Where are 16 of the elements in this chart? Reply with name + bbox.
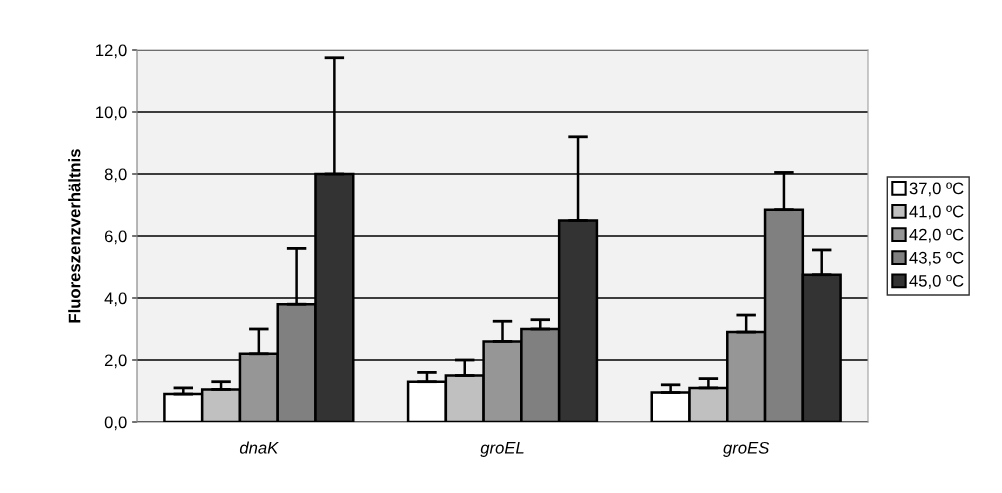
y-tick-label: 2,0	[104, 354, 127, 369]
y-tick-label: 6,0	[104, 230, 127, 245]
y-tick-label: 10,0	[96, 106, 127, 121]
y-tick-label: 12,0	[96, 44, 127, 59]
y-tick-label: 0,0	[104, 416, 127, 431]
legend-label: 45,0 ºC	[909, 274, 964, 289]
legend-label: 41,0 ºC	[909, 205, 964, 220]
y-tick-label: 4,0	[104, 292, 127, 307]
y-axis-title: Fluoreszenzverhältnis	[68, 149, 81, 323]
legend-label: 42,0 ºC	[909, 228, 964, 243]
y-tick-label: 8,0	[104, 168, 127, 183]
x-tick-label: groES	[723, 441, 770, 457]
legend-label: 43,5 ºC	[909, 251, 964, 266]
x-tick-label: dnaK	[239, 441, 279, 454]
legend-label: 37,0 ºC	[909, 182, 964, 197]
x-tick-label: groEL	[480, 442, 524, 457]
